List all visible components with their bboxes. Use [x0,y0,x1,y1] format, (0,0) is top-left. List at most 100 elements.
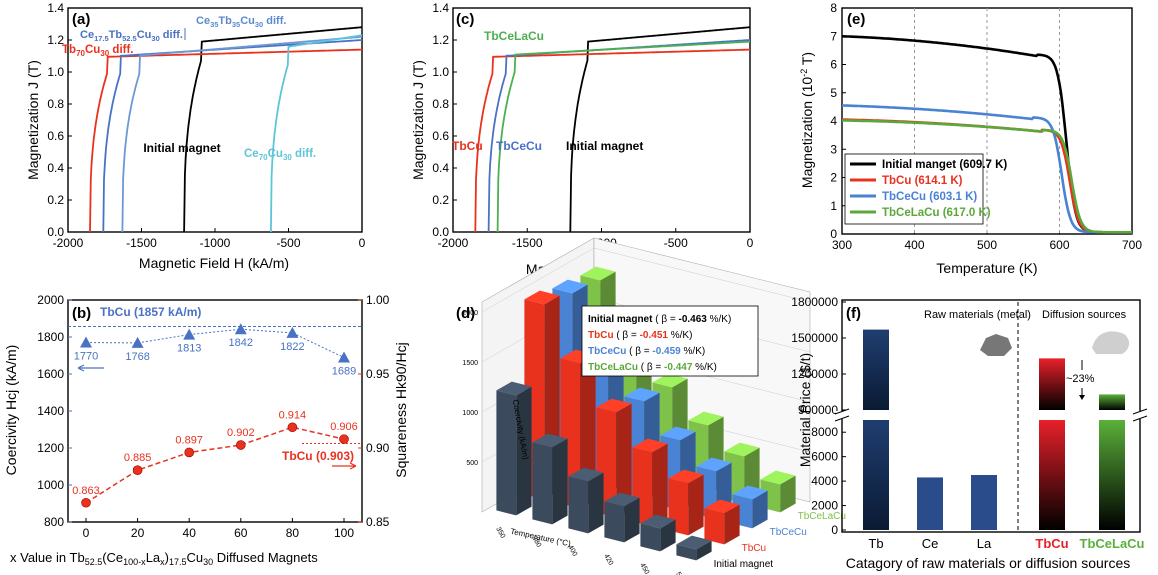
y-tick-label: 0 [830,227,837,241]
bar-top [580,266,616,281]
panel-f: 0 2000 4000 6000 8000 900000 1200000 1500000 180… [791,295,1148,571]
panel-c-letter: (c) [456,11,474,28]
x-tick-label: 0 [359,236,366,250]
bar-side [552,438,568,525]
y-tick-label: 0.4 [432,161,449,175]
bar-top [524,290,560,305]
z-tick-label: 2000 [462,310,478,317]
x-tick-label: 20 [131,526,145,540]
y-tick-label: 1.4 [432,1,449,15]
squareness-point [184,447,194,458]
panel-d-letter: (d) [456,305,475,322]
bar-side [516,386,532,516]
squareness-point [132,465,143,476]
category-label: TbCeLaCu [1080,536,1145,551]
squareness-value: 0.863 [72,485,100,497]
x-tick-label: 100 [334,526,354,540]
panel-b: 0 20 40 60 80 100 800 1000 1200 1400 1600 1800 2000 0… [3,293,409,567]
y-tick-label: 6 [830,58,837,72]
y-tick-label: 2000 [811,499,838,513]
y-tick-label: 0.8 [47,97,64,111]
squareness-value: 0.902 [227,427,255,439]
legend-label: TbCu (614.1 K) [882,175,963,187]
bar-side [660,519,676,552]
bar-side [652,443,668,527]
panel-e-xlabel: Temperature (K) [936,260,1037,276]
panel-b-ylabel-right: Squareness Hk90/Hcj [393,342,409,477]
bar-Initial-magnet-350 [496,381,532,516]
grid-line [481,247,595,313]
panel-a-ylabel: Magnetization J (T) [25,60,41,180]
bar-top [696,457,732,472]
metal-image [980,334,1012,356]
y-tick-label: 0.2 [432,193,449,207]
bar-Initial-magnet-450 [640,514,676,552]
coercivity-value: 1813 [177,343,201,355]
bar-front [676,544,697,561]
bar-top [668,469,704,484]
bar-Initial-magnet-420 [604,492,640,543]
bar-Initial-magnet-400 [568,467,604,534]
panel-f-arrow-head [1079,395,1085,400]
legend-entry: TbCeLaCu ( β = -0.447 %/K) [588,362,717,373]
y-tick-label: 0.2 [47,193,64,207]
bar-top [624,387,660,402]
panel-d-legend-box [581,305,759,377]
bar-side [616,403,632,518]
axis-break-right [1132,408,1148,422]
bar-side [588,472,604,534]
x-tick-label: 40 [183,526,197,540]
category-label: Tb [868,536,883,551]
temperature-tick-label: 380 [530,535,542,549]
x-tick-label: -500 [664,236,688,250]
bar-top [760,470,796,485]
temperature-tick-label: 400 [566,544,578,558]
squareness-point [236,440,246,450]
y-tick-label: 0.8 [432,97,449,111]
left-axis-arrow [77,364,104,372]
curve-Ce35Tb35Cu30diff [121,35,363,233]
panel-e-letter: (e) [847,11,865,28]
bar-top [532,433,568,448]
z-tick-label: 1500 [462,360,478,367]
bar-front [532,442,553,525]
axis-break-left [834,408,850,422]
curve-TbCeLaCu [496,40,750,233]
bar-TbCu-upper [1039,358,1065,410]
squareness-point [81,497,91,508]
panel-b-ylabel-left: Coercivity Hcj (kA/m) [3,345,19,476]
bar-top [704,499,740,514]
squareness-value: 0.897 [175,434,203,446]
y-tick-label: 1.2 [432,33,449,47]
panel-a-letter: (a) [72,11,90,28]
panel-a: -2000 -1500 -1000 -500 0 0.0 0.2 0.4 0.6 0.8 1.0 1.… [25,1,366,271]
panel-f-group-diffusion: Diffusion sources [1042,309,1127,321]
panel-c-tbcecu-label: TbCeCu [496,139,542,153]
x-tick-label: 600 [1049,238,1069,252]
coercivity-value: 1842 [229,337,253,349]
y-tick-label: 7 [830,29,837,43]
series-axis-label: TbCeCu [770,527,807,538]
panel-a-ce175-label: Ce17.5Tb52.5Cu30 diff. [80,29,183,43]
bar-top [688,411,724,426]
curve-Ce70Cu30diff [270,34,363,233]
coercivity-point [131,336,144,348]
category-label: Ce [922,536,939,551]
coercivity-value: 1770 [74,351,98,363]
bar-top [496,381,532,396]
series-axis-label: Initial magnet [714,559,774,570]
x-tick-label: 0 [83,526,90,540]
panel-c-ylabel: Magnetization J (T) [410,60,426,180]
yr-tick-label: 1.00 [366,293,390,307]
bar-side [780,475,796,513]
coercivity-point [183,328,196,340]
y-tick-label: 0 [831,523,838,537]
series-axis-label: TbCu [742,543,766,554]
coercivity-value: 1822 [280,341,304,353]
bar-side [624,497,640,543]
panel-a-ce35-label: Ce35Tb35Cu30 diff. [196,15,286,29]
legend-label: TbCeLaCu (617.0 K) [882,207,991,219]
y-tick-label: 1200000 [791,367,838,381]
y-tick-label: 0.0 [47,225,64,239]
bar-TbCu-400 [596,398,632,518]
